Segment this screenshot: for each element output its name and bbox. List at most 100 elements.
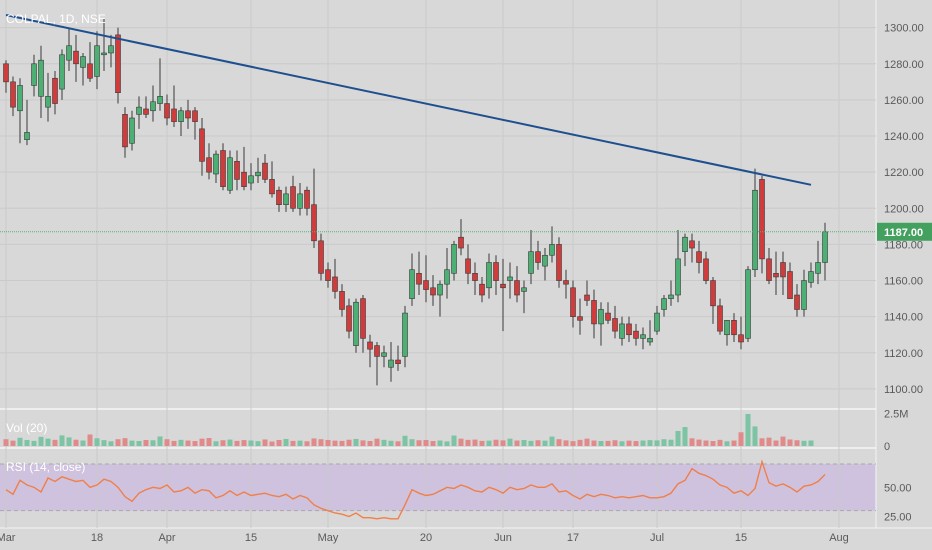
candle[interactable] (255, 157, 261, 184)
candle[interactable] (486, 253, 492, 299)
candle[interactable] (815, 240, 821, 285)
candle[interactable] (458, 219, 464, 256)
candle[interactable] (66, 27, 72, 72)
candle[interactable] (248, 163, 254, 191)
candle[interactable] (570, 280, 576, 328)
candle[interactable] (73, 34, 79, 82)
candle[interactable] (437, 280, 443, 317)
candle[interactable] (780, 251, 786, 296)
candle[interactable] (451, 240, 457, 281)
candle[interactable] (619, 316, 625, 346)
candle[interactable] (10, 76, 16, 117)
candle[interactable] (563, 269, 569, 299)
candle[interactable] (115, 27, 121, 104)
candle[interactable] (535, 240, 541, 270)
candle[interactable] (675, 229, 681, 303)
candle[interactable] (185, 99, 191, 129)
candle[interactable] (206, 143, 212, 180)
candle[interactable] (689, 233, 695, 263)
trendline[interactable] (5, 14, 812, 186)
candle[interactable] (101, 18, 107, 72)
candle[interactable] (213, 150, 219, 184)
candle[interactable] (500, 258, 506, 332)
candle[interactable] (220, 143, 226, 191)
candle[interactable] (339, 284, 345, 317)
candle[interactable] (388, 341, 394, 382)
candle[interactable] (584, 280, 590, 306)
candle[interactable] (549, 226, 555, 263)
candle[interactable] (661, 295, 667, 317)
candle[interactable] (318, 233, 324, 281)
candle[interactable] (752, 168, 758, 277)
candle[interactable] (192, 107, 198, 140)
candle[interactable] (507, 262, 513, 299)
candle[interactable] (633, 323, 639, 346)
candle[interactable] (241, 146, 247, 191)
candle[interactable] (766, 248, 772, 285)
candle[interactable] (234, 150, 240, 191)
candle[interactable] (794, 284, 800, 317)
candle[interactable] (647, 320, 653, 346)
candle[interactable] (514, 266, 520, 303)
candle[interactable] (822, 222, 828, 281)
candle[interactable] (199, 117, 205, 176)
candle[interactable] (626, 316, 632, 342)
candle[interactable] (654, 305, 660, 335)
candle[interactable] (52, 71, 58, 115)
candle[interactable] (157, 58, 163, 111)
candle[interactable] (731, 313, 737, 342)
candle[interactable] (17, 78, 23, 144)
candle[interactable] (346, 298, 352, 339)
candle[interactable] (290, 175, 296, 212)
candle[interactable] (493, 255, 499, 296)
candle[interactable] (108, 34, 114, 68)
candle[interactable] (367, 334, 373, 368)
candle[interactable] (353, 298, 359, 353)
candle[interactable] (605, 302, 611, 324)
candle[interactable] (122, 107, 128, 158)
candle[interactable] (591, 289, 597, 339)
candle[interactable] (738, 316, 744, 350)
candle[interactable] (556, 237, 562, 288)
candle[interactable] (374, 341, 380, 386)
candle[interactable] (444, 248, 450, 299)
candle[interactable] (430, 275, 436, 306)
candle[interactable] (87, 42, 93, 82)
candle[interactable] (745, 266, 751, 342)
candle[interactable] (164, 94, 170, 126)
candle[interactable] (297, 183, 303, 216)
candle[interactable] (395, 345, 401, 371)
candle[interactable] (465, 244, 471, 285)
candle[interactable] (528, 229, 534, 285)
candle[interactable] (416, 251, 422, 296)
candle[interactable] (129, 110, 135, 151)
candle[interactable] (227, 150, 233, 194)
candle[interactable] (682, 233, 688, 267)
candle[interactable] (311, 168, 317, 249)
candle[interactable] (325, 262, 331, 288)
candle[interactable] (479, 276, 485, 303)
candle[interactable] (45, 72, 51, 122)
candle[interactable] (640, 327, 646, 350)
candle[interactable] (31, 54, 37, 97)
candle[interactable] (668, 280, 674, 306)
candle[interactable] (703, 251, 709, 285)
candle[interactable] (24, 99, 30, 146)
candle[interactable] (472, 262, 478, 296)
candle[interactable] (577, 298, 583, 335)
candle[interactable] (710, 276, 716, 324)
candle[interactable] (717, 298, 723, 335)
candle[interactable] (360, 295, 366, 353)
candle[interactable] (521, 280, 527, 314)
candle[interactable] (3, 60, 9, 93)
candle[interactable] (808, 262, 814, 288)
candle[interactable] (409, 253, 415, 306)
candle[interactable] (262, 154, 268, 184)
candle[interactable] (269, 161, 275, 198)
candle[interactable] (542, 248, 548, 281)
candle[interactable] (423, 255, 429, 303)
candle[interactable] (724, 319, 730, 346)
candle[interactable] (136, 96, 142, 129)
